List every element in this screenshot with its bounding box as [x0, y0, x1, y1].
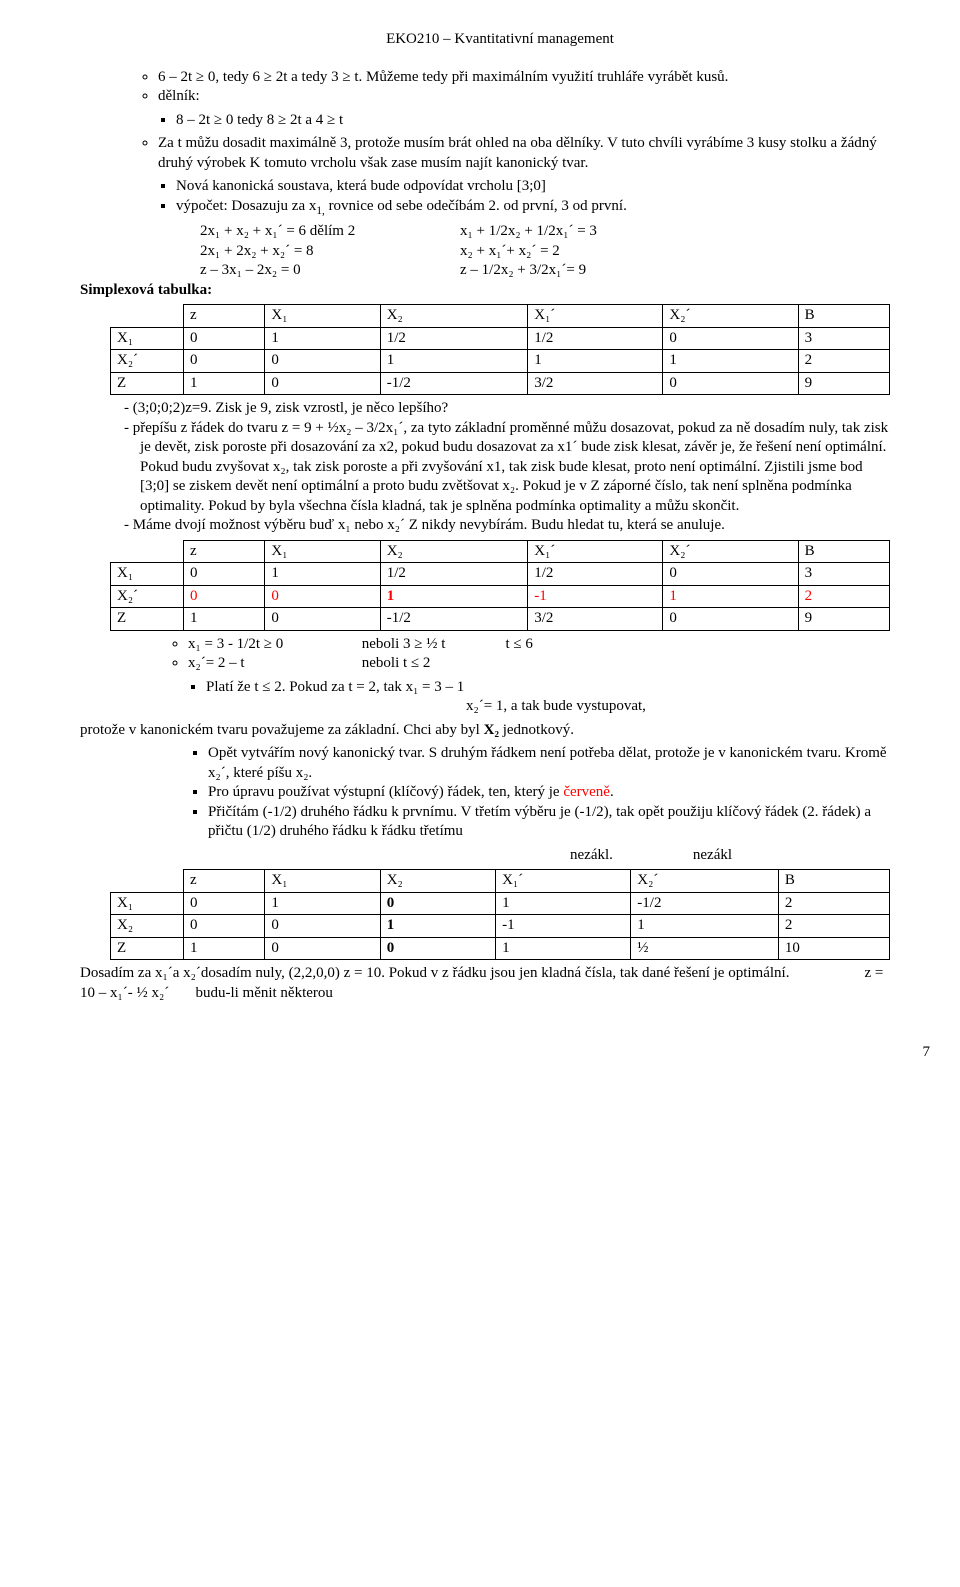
page-number: 7 — [110, 1043, 930, 1063]
bullet-sq3a: výpočet: Dosazuju za x — [176, 198, 316, 214]
eq-l2: 2x₁ + 2x₂ + x₂´ = 8 — [200, 242, 460, 262]
o1c: t ≤ 6 — [506, 636, 533, 652]
after-t2-sq1: Platí že t ≤ 2. Pokud za t = 2, tak x₁ =… — [206, 678, 890, 717]
bullet-sq3: výpočet: Dosazuju za x1, rovnice od sebe… — [176, 197, 890, 219]
sq-new3: Přičítám (-1/2) druhého řádku k prvnímu.… — [208, 803, 890, 842]
sq-new1: Opět vytvářím nový kanonický tvar. S dru… — [208, 744, 890, 783]
eq-l3: z – 3x₁ – 2x₂ = 0 — [200, 261, 460, 281]
after-t2-para: protože v kanonickém tvaru považujeme za… — [80, 721, 890, 741]
dash1: (3;0;0;2)z=9. Zisk je 9, zisk vzrostl, j… — [140, 399, 890, 419]
dash3: Máme dvojí možnost výběru buď x₁ nebo x₂… — [140, 516, 890, 536]
sq-new2c: . — [610, 784, 614, 800]
o1a: x₁ = 3 - 1/2t ≥ 0 — [188, 635, 358, 655]
bullet-o2-text: dělník: — [158, 88, 200, 104]
sq-new2: Pro úpravu používat výstupní (klíčový) ř… — [208, 783, 890, 803]
simplex-table-2: zX₁X₂X₁´X₂´BX₁011/21/203X₂´001-112Z10-1/… — [110, 540, 890, 631]
eq-l1: 2x₁ + x₂ + x₁´ = 6 dělím 2 — [200, 222, 460, 242]
equations-block: 2x₁ + x₂ + x₁´ = 6 dělím 2 2x₁ + 2x₂ + x… — [200, 222, 890, 281]
bullet-o2: dělník: 8 – 2t ≥ 0 tedy 8 ≥ 2t a 4 ≥ t — [158, 87, 890, 130]
o1b: neboli 3 ≥ ½ t — [362, 635, 502, 655]
sq1t: Platí že t ≤ 2. Pokud za t = 2, tak x₁ =… — [206, 679, 464, 695]
square-list-2: Opět vytvářím nový kanonický tvar. S dru… — [190, 744, 890, 842]
simplex-table-3: zX₁X₂X₁´X₂´BX₁0101-1/22X₂001-112Z1001½10 — [110, 869, 890, 960]
nezakl-labels: nezákl. nezákl — [570, 846, 890, 866]
simplex-table-1: zX₁X₂X₁´X₂´BX₁011/21/203X₂´001112Z10-1/2… — [110, 304, 890, 395]
bullet-list-top: 6 – 2t ≥ 0, tedy 6 ≥ 2t a tedy 3 ≥ t. Mů… — [140, 68, 890, 219]
dash2: přepíšu z řádek do tvaru z = 9 + ½x₂ – 3… — [140, 419, 890, 517]
bullet-sq1: 8 – 2t ≥ 0 tedy 8 ≥ 2t a 4 ≥ t — [176, 111, 890, 131]
o2a: x₂´= 2 – t — [188, 654, 358, 674]
bullet-o3: Za t můžu dosadit maximálně 3, protože m… — [158, 134, 890, 218]
after-t2-bullets: x₁ = 3 - 1/2t ≥ 0 neboli 3 ≥ ½ t t ≤ 6 x… — [170, 635, 890, 717]
nezakl1: nezákl. — [570, 846, 613, 866]
p1: protože v kanonickém tvaru považujeme za… — [80, 722, 484, 738]
sq-new2a: Pro úpravu používat výstupní (klíčový) ř… — [208, 784, 563, 800]
bullet-sq2: Nová kanonická soustava, která bude odpo… — [176, 177, 890, 197]
after-t2-o1: x₁ = 3 - 1/2t ≥ 0 neboli 3 ≥ ½ t t ≤ 6 — [188, 635, 890, 655]
eq-r1: x₁ + 1/2x₂ + 1/2x₁´ = 3 — [460, 222, 720, 242]
o2b: neboli t ≤ 2 — [362, 655, 431, 671]
dash-list-1: (3;0;0;2)z=9. Zisk je 9, zisk vzrostl, j… — [110, 399, 890, 536]
after-t2-o2: x₂´= 2 – t neboli t ≤ 2 Platí že t ≤ 2. … — [188, 654, 890, 717]
bullet-o3-text: Za t můžu dosadit maximálně 3, protože m… — [158, 135, 877, 171]
nezakl2: nezákl — [693, 846, 732, 866]
sq-new2-red: červeně — [563, 784, 610, 800]
p1b: X₂ — [484, 722, 503, 738]
footer-text: Dosadím za x₁´a x₂´dosadím nuly, (2,2,0,… — [80, 964, 890, 1003]
bullet-o1: 6 – 2t ≥ 0, tedy 6 ≥ 2t a tedy 3 ≥ t. Mů… — [158, 68, 890, 88]
course-header: EKO210 – Kvantitativní management — [110, 30, 890, 50]
p1e: jednotkový. — [503, 722, 574, 738]
bullet-sq3b: rovnice od sebe odečíbám 2. od první, 3 … — [325, 198, 627, 214]
eq-r2: x₂ + x₁´+ x₂´ = 2 — [460, 242, 720, 262]
simplex-label: Simplexová tabulka: — [80, 281, 890, 301]
sq1b: x₂´= 1, a tak bude vystupovat, — [466, 697, 890, 717]
eq-r3: z – 1/2x₂ + 3/2x₁´= 9 — [460, 261, 720, 281]
